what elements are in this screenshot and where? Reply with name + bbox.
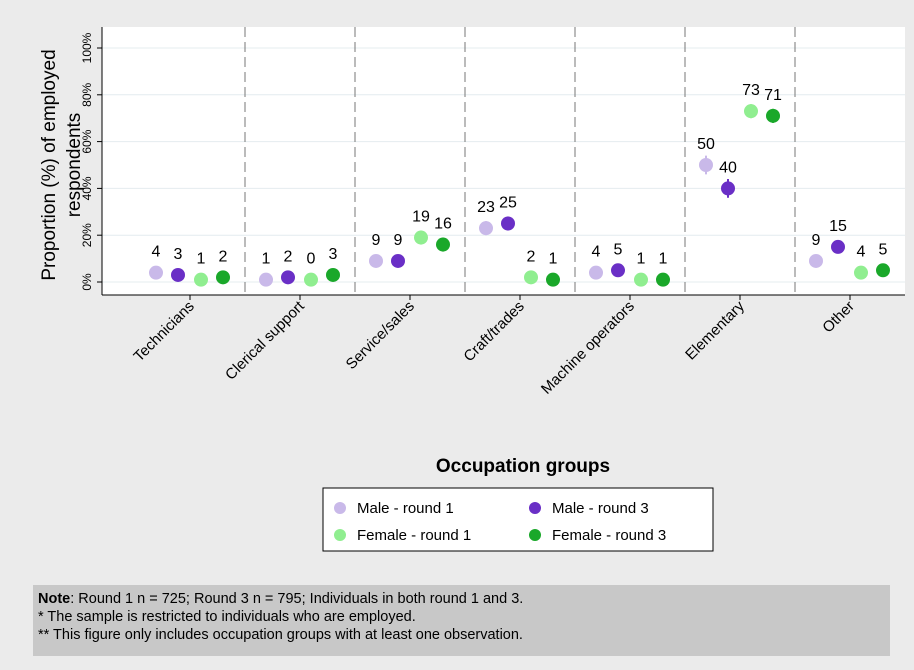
note-text: * The sample is restricted to individual… xyxy=(38,609,416,625)
note-label: Note xyxy=(38,591,70,607)
y-tick-label: 100% xyxy=(80,32,94,63)
data-label: 5 xyxy=(879,241,888,258)
data-label: 9 xyxy=(372,232,381,249)
point xyxy=(546,272,560,287)
data-label: 2 xyxy=(527,248,536,265)
legend-marker xyxy=(529,502,541,514)
y-tick-label: 60% xyxy=(80,129,94,153)
data-label: 73 xyxy=(742,82,760,99)
point xyxy=(589,265,603,280)
y-tick-label: 40% xyxy=(80,176,94,200)
point xyxy=(304,272,318,287)
data-label: 23 xyxy=(477,199,495,216)
data-label: 1 xyxy=(549,251,558,268)
point xyxy=(501,216,515,231)
data-label: 4 xyxy=(592,244,601,261)
data-label: 1 xyxy=(262,251,271,268)
point xyxy=(524,270,538,285)
point xyxy=(479,221,493,236)
note: Note: Round 1 n = 725; Round 3 n = 795; … xyxy=(38,591,523,607)
legend-marker xyxy=(334,502,346,514)
point xyxy=(149,265,163,280)
point xyxy=(656,272,670,287)
point xyxy=(281,270,295,285)
y-axis-title: Proportion (%) of employed xyxy=(39,49,60,280)
y-tick-label: 80% xyxy=(80,82,94,106)
y-tick-label: 20% xyxy=(80,223,94,247)
point xyxy=(766,108,780,123)
legend-label: Female - round 1 xyxy=(357,527,471,544)
point xyxy=(391,253,405,268)
data-label: 9 xyxy=(394,232,403,249)
legend-label: Male - round 3 xyxy=(552,500,649,517)
note-text: : Round 1 n = 725; Round 3 n = 795; Indi… xyxy=(70,591,523,607)
data-label: 16 xyxy=(434,216,452,233)
point xyxy=(721,181,735,196)
data-label: 19 xyxy=(412,209,430,226)
data-label: 4 xyxy=(152,244,161,261)
data-label: 5 xyxy=(614,241,623,258)
note-text: ** This figure only includes occupation … xyxy=(38,627,523,643)
data-label: 2 xyxy=(219,248,228,265)
data-label: 0 xyxy=(307,251,316,268)
y-axis-title: respondents xyxy=(64,113,85,218)
legend-marker xyxy=(529,529,541,541)
point xyxy=(634,272,648,287)
point xyxy=(876,263,890,278)
point xyxy=(744,104,758,119)
data-label: 71 xyxy=(764,87,782,104)
legend-marker xyxy=(334,529,346,541)
point xyxy=(326,267,340,282)
point xyxy=(216,270,230,285)
data-label: 3 xyxy=(174,246,183,263)
point xyxy=(194,272,208,287)
legend-box xyxy=(322,487,714,552)
point xyxy=(436,237,450,252)
data-label: 40 xyxy=(719,159,737,176)
data-label: 1 xyxy=(659,251,668,268)
data-label: 50 xyxy=(697,136,715,153)
y-tick-label: 0% xyxy=(80,273,94,291)
note-box xyxy=(33,585,890,656)
data-label: 15 xyxy=(829,218,847,235)
point xyxy=(611,263,625,278)
point xyxy=(171,267,185,282)
data-label: 1 xyxy=(637,251,646,268)
data-label: 2 xyxy=(284,248,293,265)
point xyxy=(831,239,845,254)
legend-label: Female - round 3 xyxy=(552,527,666,544)
point xyxy=(259,272,273,287)
point xyxy=(699,158,713,172)
point xyxy=(414,230,428,245)
data-label: 4 xyxy=(857,244,866,261)
x-axis-title: Occupation groups xyxy=(436,456,610,477)
data-label: 9 xyxy=(812,232,821,249)
data-label: 25 xyxy=(499,195,517,212)
point xyxy=(369,253,383,268)
plot-area xyxy=(102,27,905,295)
legend-label: Male - round 1 xyxy=(357,500,454,517)
data-label: 1 xyxy=(197,251,206,268)
data-label: 3 xyxy=(329,246,338,263)
point xyxy=(809,253,823,268)
point xyxy=(854,265,868,280)
